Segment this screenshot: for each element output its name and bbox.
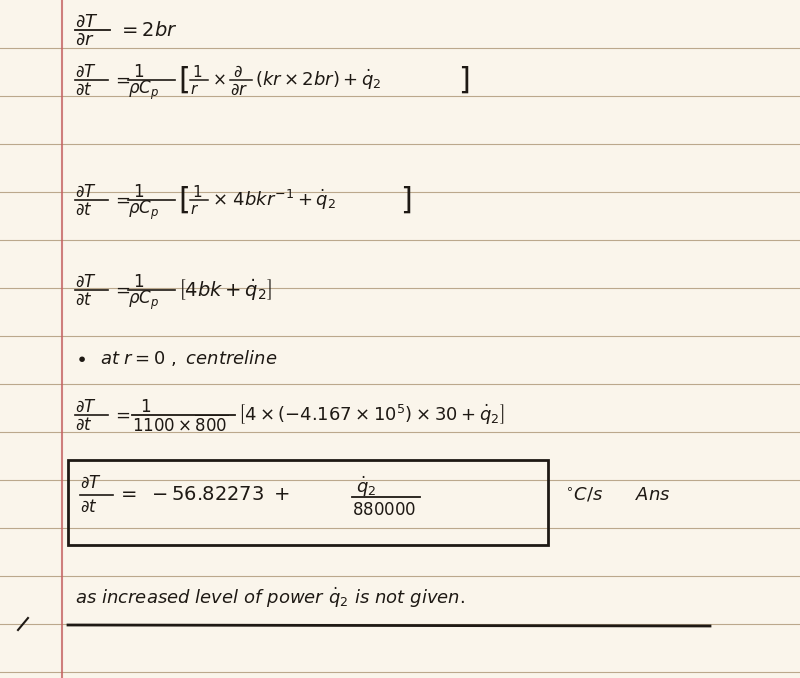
Text: $\bullet$: $\bullet$	[75, 348, 86, 367]
Text: $=\  $: $=\ $	[112, 191, 130, 209]
Text: $\partial T$: $\partial T$	[75, 13, 98, 31]
Text: $\rho C_p$: $\rho C_p$	[128, 199, 159, 222]
Text: $\left[\right.$: $\left[\right.$	[178, 184, 189, 216]
Text: $\partial T$: $\partial T$	[75, 398, 97, 416]
Text: $1$: $1$	[133, 273, 144, 291]
Text: $\left[\right.$: $\left[\right.$	[178, 64, 189, 96]
Text: $\partial t$: $\partial t$	[75, 201, 93, 219]
Text: $=\ -56.82273\ +\ $: $=\ -56.82273\ +\ $	[117, 485, 290, 504]
Text: $1$: $1$	[192, 184, 202, 200]
Text: $^{\circ}C/s$: $^{\circ}C/s$	[565, 486, 603, 504]
Text: $880000$: $880000$	[352, 501, 416, 519]
Text: $1100\times\overline{800}$: $1100\times\overline{800}$	[132, 414, 229, 435]
Text: $\partial T$: $\partial T$	[80, 474, 102, 492]
Text: $\partial r$: $\partial r$	[75, 31, 94, 49]
Text: $1$: $1$	[133, 183, 144, 201]
Text: $\partial t$: $\partial t$	[75, 416, 93, 434]
Text: $=\  $: $=\ $	[112, 71, 130, 89]
Text: $\partial$: $\partial$	[233, 63, 242, 81]
Text: $1$: $1$	[133, 63, 144, 81]
Text: $at\ r=0\ ,\ centreline$: $at\ r=0\ ,\ centreline$	[100, 348, 278, 368]
Text: $\left[4bk+\dot{q}_2\right]$: $\left[4bk+\dot{q}_2\right]$	[178, 277, 272, 303]
Text: $\partial t$: $\partial t$	[75, 81, 93, 99]
Text: $\partial T$: $\partial T$	[75, 63, 97, 81]
Text: $= 2br$: $= 2br$	[118, 20, 178, 39]
Text: $\rho C_p$: $\rho C_p$	[128, 288, 159, 312]
Text: $\left.\right]$: $\left.\right]$	[400, 184, 411, 216]
Text: $r$: $r$	[190, 83, 199, 98]
Text: $\dot{q}_2$: $\dot{q}_2$	[356, 475, 376, 499]
Bar	[68, 460, 548, 545]
Text: $\partial T$: $\partial T$	[75, 273, 97, 291]
Text: $\left[4\times(-4.167\times 10^5)\times 30+\dot{q}_2\right]$: $\left[4\times(-4.167\times 10^5)\times …	[238, 403, 505, 427]
Text: $=$: $=$	[112, 406, 130, 424]
Text: $\rho C_p$: $\rho C_p$	[128, 79, 159, 102]
Text: $\partial t$: $\partial t$	[75, 291, 93, 309]
Text: $(kr\times 2br) + \dot{q}_2$: $(kr\times 2br) + \dot{q}_2$	[255, 68, 382, 92]
Text: $\left.\right]$: $\left.\right]$	[458, 64, 470, 96]
Text: $1$: $1$	[140, 398, 151, 416]
Text: $\partial t$: $\partial t$	[80, 498, 98, 516]
Text: $as\ increased\ level\ of\ power\ \dot{q}_2\ is\ not\ given.$: $as\ increased\ level\ of\ power\ \dot{q…	[75, 586, 465, 610]
Text: $\times$: $\times$	[212, 71, 226, 89]
Text: $=\  $: $=\ $	[112, 281, 130, 299]
Text: $Ans$: $Ans$	[635, 486, 670, 504]
Text: $1$: $1$	[192, 64, 202, 80]
Text: $\times\ 4bkr^{-1}+\dot{q}_2$: $\times\ 4bkr^{-1}+\dot{q}_2$	[212, 188, 336, 212]
Text: $\partial T$: $\partial T$	[75, 183, 97, 201]
Text: $r$: $r$	[190, 203, 199, 218]
Text: $\partial r$: $\partial r$	[230, 81, 248, 99]
